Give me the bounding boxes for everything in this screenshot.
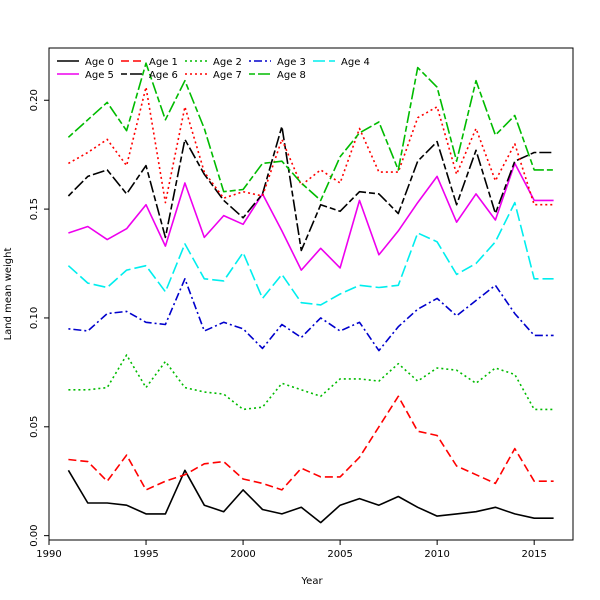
y-axis-label: Land mean weight [3, 248, 14, 341]
legend-label: Age 5 [85, 70, 114, 81]
series-line-age-2 [68, 354, 554, 411]
x-axis: 1990 1995 2000 2005 2010 2015 [36, 540, 547, 560]
legend-label: Age 3 [277, 57, 306, 68]
series-line-age-1 [68, 395, 554, 491]
x-tick-label: 2005 [327, 549, 352, 560]
x-tick-label: 2010 [424, 549, 449, 560]
series-layer [67, 62, 554, 524]
y-axis: 0.00 0.05 0.10 0.15 0.20 [29, 89, 49, 547]
legend-label: Age 8 [277, 70, 306, 81]
series-line-age-3 [68, 277, 554, 352]
y-tick-label: 0.00 [29, 525, 40, 547]
legend-label: Age 6 [149, 70, 178, 81]
x-tick-label: 2000 [230, 549, 255, 560]
y-tick-label: 0.05 [29, 416, 40, 438]
legend-label: Age 2 [213, 57, 242, 68]
series-line-age-0 [67, 469, 554, 524]
series-line-age-6 [67, 125, 554, 252]
x-axis-label: Year [300, 576, 323, 587]
legend: Age 0 Age 1 Age 2 Age 3 Age 4 Age 5 Age 6 Age 7… [57, 57, 370, 81]
y-tick-label: 0.10 [29, 307, 40, 329]
legend-label: Age 0 [85, 57, 114, 68]
legend-label: Age 4 [341, 57, 370, 68]
legend-label: Age 7 [213, 70, 242, 81]
legend-label: Age 1 [149, 57, 178, 68]
x-tick-label: 1995 [133, 549, 158, 560]
x-tick-label: 1990 [36, 549, 61, 560]
series-line-age-8 [67, 62, 554, 202]
plot-frame [48, 47, 574, 541]
series-line-age-5 [68, 162, 554, 271]
y-tick-label: 0.20 [29, 89, 40, 111]
x-tick-label: 2015 [521, 549, 546, 560]
series-line-age-4 [67, 201, 554, 306]
series-line-age-7 [68, 86, 554, 206]
y-tick-label: 0.15 [29, 198, 40, 220]
